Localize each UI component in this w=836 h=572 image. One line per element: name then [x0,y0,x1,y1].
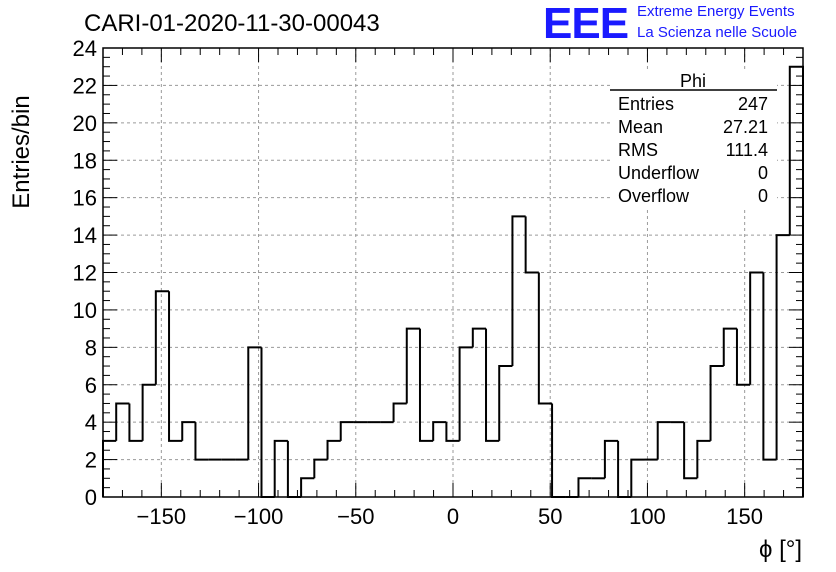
histogram-bin [603,439,619,479]
x-tick-label: −100 [234,504,284,529]
histogram-bin [432,421,447,441]
chart-title: CARI-01-2020-11-30-00043 [84,10,380,37]
histogram-bin [485,328,500,442]
histogram-bin [168,291,183,442]
stats-label-rms: RMS [618,140,658,160]
stats-value-entries: 247 [738,94,768,114]
histogram-bin [392,402,407,423]
x-axis-label: ϕ [°] [758,536,802,563]
histogram-bin [194,422,209,461]
y-tick-label: 0 [85,485,97,510]
axis-layer: −150 −100 −50 0 50 100 15002468101214161820222… [73,36,804,529]
histogram-bin [273,439,288,497]
histogram-bin [286,440,302,498]
y-tick-label: 14 [73,223,97,248]
histogram-bin [656,421,671,460]
histogram-bin [471,327,487,348]
histogram-bin [154,290,170,385]
histogram-bin [498,365,513,441]
stats-label-overflow: Overflow [618,186,690,206]
histogram-bin [735,328,751,386]
histogram-bin [445,422,460,442]
histogram-bin [418,328,434,442]
y-tick-label: 20 [73,111,97,136]
stats-value-underflow: 0 [758,163,768,183]
histogram-bin [339,421,354,441]
stats-title: Phi [680,71,706,91]
histogram-bin [313,458,328,479]
stats-value-rms: 111.4 [726,140,768,160]
histogram-bin [141,383,156,441]
histogram-bin [181,421,196,441]
stats-label-underflow: Underflow [618,163,700,183]
histogram-bin [722,327,737,367]
y-tick-label: 18 [73,148,97,173]
logo-line-2: La Scienza nelle Scuole [637,24,798,41]
stats-value-mean: 27.21 [723,117,768,137]
y-tick-label: 24 [73,36,97,61]
histogram-bin [247,346,262,460]
stats-box-background [610,70,777,208]
stats-value-overflow: 0 [758,186,768,206]
histogram-bin [458,346,473,441]
histogram-bin [326,439,341,460]
stats-box: Phi Entries 247 Mean 27.21 RMS 111.4 Und… [610,70,777,208]
y-tick-label: 2 [85,448,97,473]
x-tick-label: 0 [447,504,459,529]
histogram-bin [128,403,143,442]
logo-line-1: Extreme Energy Events [637,3,795,20]
histogram-bin [749,271,764,385]
histogram-bin [696,439,711,479]
y-tick-label: 16 [73,186,97,211]
y-tick-label: 8 [85,335,97,360]
y-tick-label: 6 [85,373,97,398]
x-tick-label: 150 [726,504,763,529]
y-tick-label: 12 [73,261,97,286]
x-tick-label: −50 [337,504,374,529]
histogram-bin [115,402,130,441]
histogram-bin [405,327,420,404]
histogram-bin [300,477,315,497]
y-tick-label: 22 [73,73,97,98]
histogram-bin [577,477,592,497]
eee-logo: EEE [543,0,629,48]
stats-label-entries: Entries [618,94,674,114]
x-tick-label: 100 [629,504,666,529]
x-tick-label: −150 [137,504,187,529]
stats-label-mean: Mean [618,117,663,137]
y-tick-label: 10 [73,298,97,323]
y-tick-label: 4 [85,410,97,435]
histogram-bin [683,422,698,480]
histogram-bin [762,272,777,461]
histogram-bin [537,272,553,405]
histogram-bin [617,440,632,498]
histogram-bin [630,458,645,497]
histogram-bin [709,365,724,441]
histogram-bin [551,403,566,498]
x-tick-label: 50 [538,504,562,529]
histogram-bin [524,216,539,274]
histogram-bin [775,234,790,460]
histogram-bin [511,215,526,367]
